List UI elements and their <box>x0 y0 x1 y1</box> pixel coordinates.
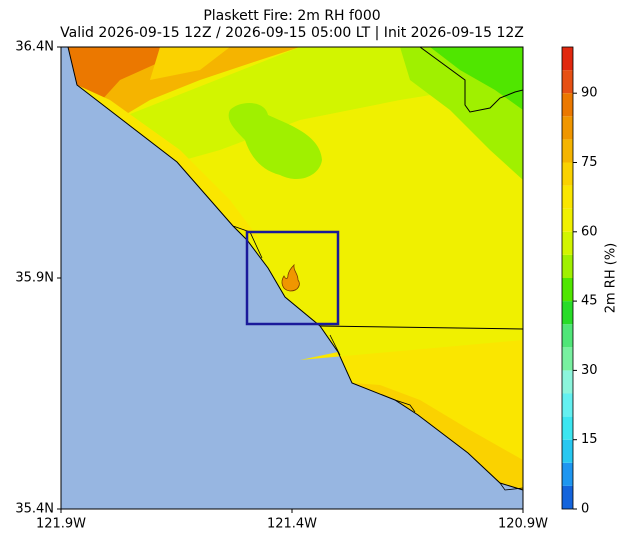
colorbar-tick-label: 15 <box>581 432 598 447</box>
rh-contour <box>300 340 523 490</box>
colorbar-band <box>562 462 573 486</box>
colorbar-band <box>562 47 573 71</box>
colorbar-band <box>562 324 573 348</box>
colorbar-tick-label: 30 <box>581 363 598 378</box>
county-line <box>319 325 523 330</box>
y-tick-label: 36.4N <box>15 40 54 55</box>
colorbar-band <box>562 254 573 278</box>
colorbar-label: 2m RH (%) <box>604 243 619 314</box>
colorbar-band <box>562 439 573 463</box>
colorbar-band <box>562 208 573 232</box>
colorbar-band <box>562 278 573 302</box>
x-tick-label: 121.4W <box>267 517 317 532</box>
colorbar-band <box>562 416 573 440</box>
colorbar-band <box>562 139 573 163</box>
map-subtitle: Valid 2026-09-15 12Z / 2026-09-15 05:00 … <box>60 25 524 41</box>
county-line <box>419 47 523 113</box>
colorbar-tick-label: 0 <box>581 502 589 517</box>
colorbar-frame <box>561 46 574 510</box>
rh-contour <box>430 47 523 110</box>
rh-contour <box>77 85 260 240</box>
colorbar-band <box>562 185 573 209</box>
x-tick-label: 121.9W <box>36 517 86 532</box>
map-area <box>61 47 523 509</box>
map-title: Plaskett Fire: 2m RH f000 <box>203 8 380 24</box>
colorbar-tick-label: 90 <box>581 86 598 101</box>
rh-contour <box>228 103 322 180</box>
fire-area-box <box>245 230 340 326</box>
colorbar <box>562 47 573 509</box>
rh-contour <box>150 47 230 80</box>
colorbar-band <box>562 70 573 94</box>
colorbar-band <box>562 162 573 186</box>
colorbar-band <box>562 93 573 117</box>
y-tick-label: 35.4N <box>15 502 54 517</box>
colorbar-band <box>562 347 573 371</box>
fire-icon <box>281 263 300 292</box>
colorbar-tick-label: 45 <box>581 294 598 309</box>
colorbar-band <box>562 393 573 417</box>
colorbar-band <box>562 231 573 255</box>
rh-contour <box>352 383 523 490</box>
y-tick-label: 35.9N <box>15 271 54 286</box>
colorbar-tick-label: 75 <box>581 155 598 170</box>
colorbar-band <box>562 370 573 394</box>
colorbar-tick-label: 60 <box>581 224 598 239</box>
colorbar-band <box>562 301 573 325</box>
rh-contour <box>68 47 180 102</box>
x-tick-label: 120.9W <box>498 517 548 532</box>
colorbar-band <box>562 116 573 140</box>
colorbar-band <box>562 485 573 509</box>
